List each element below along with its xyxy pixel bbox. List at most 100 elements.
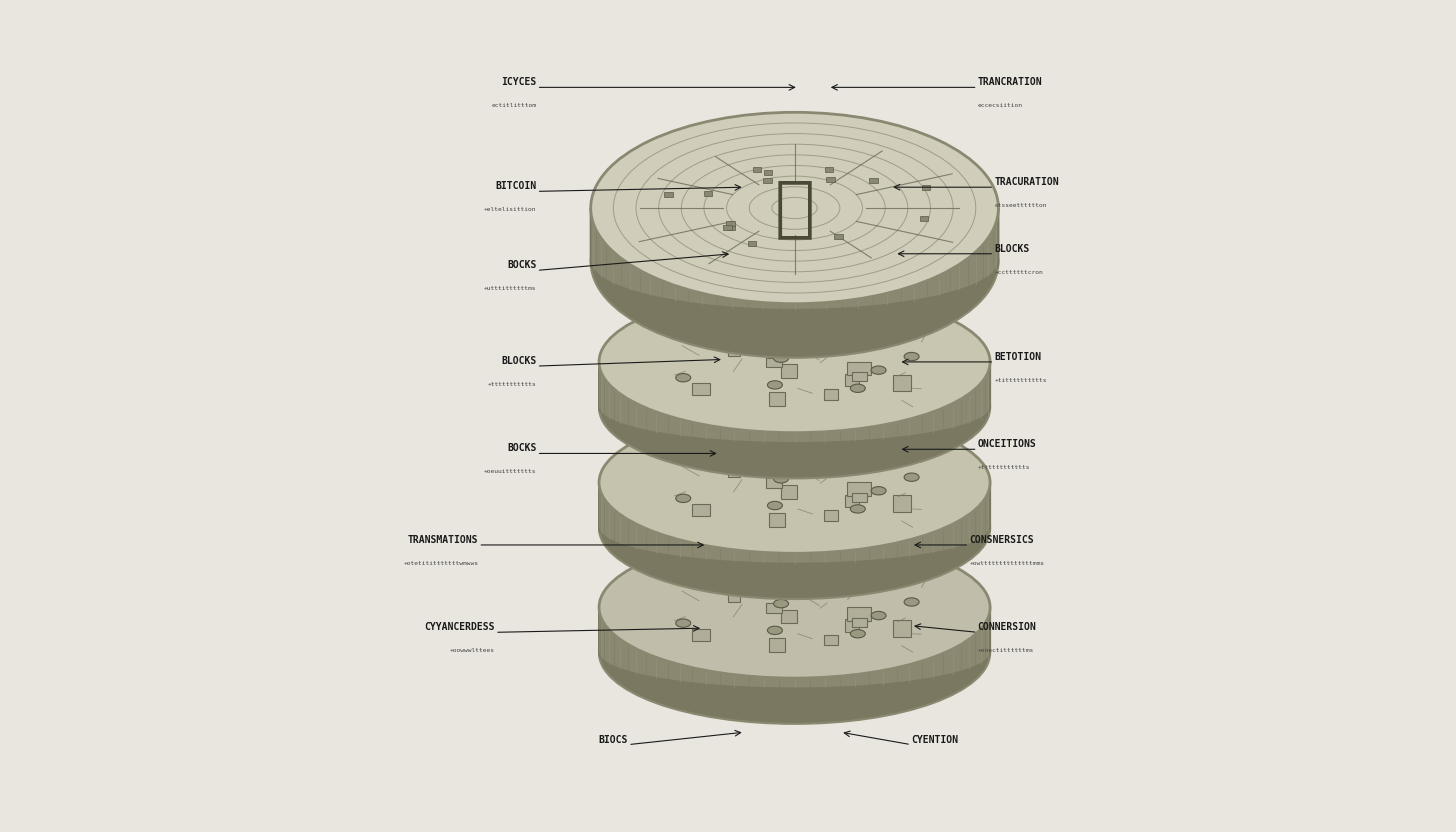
Bar <box>724 225 732 230</box>
Text: BLOCKS: BLOCKS <box>501 356 537 366</box>
Bar <box>846 362 871 375</box>
Ellipse shape <box>904 598 919 607</box>
Bar <box>782 364 796 378</box>
Ellipse shape <box>773 354 789 363</box>
Ellipse shape <box>815 575 830 583</box>
Ellipse shape <box>871 487 887 495</box>
Bar <box>824 510 839 521</box>
Text: +utttittttttms: +utttittttttms <box>485 286 537 291</box>
Bar <box>852 618 868 626</box>
Text: +onectittttttms: +onectittttttms <box>977 648 1034 653</box>
Text: ectitlitttom: ectitlitttom <box>492 103 537 108</box>
Text: +ccttttttcron: +ccttttttcron <box>994 270 1042 275</box>
Text: CYENTION: CYENTION <box>911 735 958 745</box>
Ellipse shape <box>598 291 990 433</box>
Text: ICYCES: ICYCES <box>501 77 537 87</box>
Bar <box>766 478 782 488</box>
Text: ₿: ₿ <box>775 175 814 241</box>
Text: etsseetttttton: etsseetttttton <box>994 203 1047 208</box>
Text: ONCEITIONS: ONCEITIONS <box>977 439 1037 449</box>
Bar <box>834 234 843 239</box>
Text: CONSNERSICS: CONSNERSICS <box>970 535 1034 545</box>
Text: TRACURATION: TRACURATION <box>994 177 1059 187</box>
Bar <box>824 635 839 646</box>
Bar <box>894 621 910 636</box>
Ellipse shape <box>773 600 789 608</box>
Bar <box>705 191 712 196</box>
Ellipse shape <box>850 384 865 393</box>
Bar <box>664 192 673 197</box>
Bar <box>824 326 844 339</box>
Text: BLOCKS: BLOCKS <box>994 244 1029 254</box>
Bar <box>761 323 785 334</box>
Bar <box>869 178 878 183</box>
Bar <box>846 374 859 386</box>
Text: BOCKS: BOCKS <box>507 443 537 453</box>
Bar <box>727 220 734 225</box>
Ellipse shape <box>773 475 789 483</box>
Bar <box>693 384 711 395</box>
Ellipse shape <box>591 112 999 304</box>
Bar <box>782 485 796 498</box>
Text: +titttttttttts: +titttttttttts <box>994 378 1047 383</box>
Bar <box>764 171 773 176</box>
Text: +ttttttttttts: +ttttttttttts <box>488 382 537 387</box>
Bar <box>769 392 785 406</box>
Text: eccecsiition: eccecsiition <box>977 103 1022 108</box>
Ellipse shape <box>815 450 830 458</box>
Text: BIOCS: BIOCS <box>598 735 628 745</box>
Ellipse shape <box>767 626 782 635</box>
Ellipse shape <box>676 494 690 503</box>
Bar <box>827 176 834 181</box>
Bar <box>753 167 761 172</box>
Bar <box>824 389 839 400</box>
Polygon shape <box>598 607 990 688</box>
Bar <box>852 493 868 502</box>
Text: +oeuuittttttts: +oeuuittttttts <box>485 469 537 474</box>
Text: TRANSMATIONS: TRANSMATIONS <box>408 535 479 545</box>
Bar <box>761 443 785 455</box>
Ellipse shape <box>591 166 999 358</box>
Bar <box>846 620 859 631</box>
Bar <box>922 185 930 190</box>
Bar <box>728 466 740 477</box>
Bar <box>894 375 910 391</box>
Bar <box>693 504 711 516</box>
Ellipse shape <box>871 366 887 374</box>
Text: BETOTION: BETOTION <box>994 352 1041 362</box>
Text: TRANCRATION: TRANCRATION <box>977 77 1042 87</box>
Ellipse shape <box>598 458 990 599</box>
Ellipse shape <box>676 619 690 627</box>
Bar <box>761 568 785 580</box>
Ellipse shape <box>598 537 990 678</box>
Ellipse shape <box>598 412 990 553</box>
Bar <box>846 495 859 507</box>
Bar <box>748 240 756 245</box>
Text: BOCKS: BOCKS <box>507 260 537 270</box>
Bar <box>769 637 785 651</box>
Polygon shape <box>598 362 990 443</box>
Ellipse shape <box>767 381 782 389</box>
Text: +otetititttttttwmwws: +otetititttttttwmwws <box>403 561 479 566</box>
Text: +eltelisittion: +eltelisittion <box>485 207 537 212</box>
Ellipse shape <box>850 630 865 638</box>
Bar <box>763 178 772 183</box>
Bar <box>727 225 735 230</box>
Polygon shape <box>591 208 999 310</box>
Text: +tttttttttttts: +tttttttttttts <box>977 465 1029 470</box>
Bar <box>766 603 782 613</box>
Bar <box>693 629 711 641</box>
Text: CYYANCERDESS: CYYANCERDESS <box>425 622 495 632</box>
Bar <box>826 167 833 172</box>
Ellipse shape <box>815 329 830 338</box>
Ellipse shape <box>904 353 919 361</box>
Text: +oowwwlttees: +oowwwlttees <box>450 648 495 653</box>
Bar <box>824 572 844 584</box>
Ellipse shape <box>676 374 690 382</box>
Bar <box>782 610 796 623</box>
Bar <box>920 215 929 220</box>
Bar <box>728 591 740 602</box>
Text: +owttttttttttttttmms: +owttttttttttttttmms <box>970 561 1044 566</box>
Text: CONNERSION: CONNERSION <box>977 622 1037 632</box>
Text: BITCOIN: BITCOIN <box>495 181 537 191</box>
